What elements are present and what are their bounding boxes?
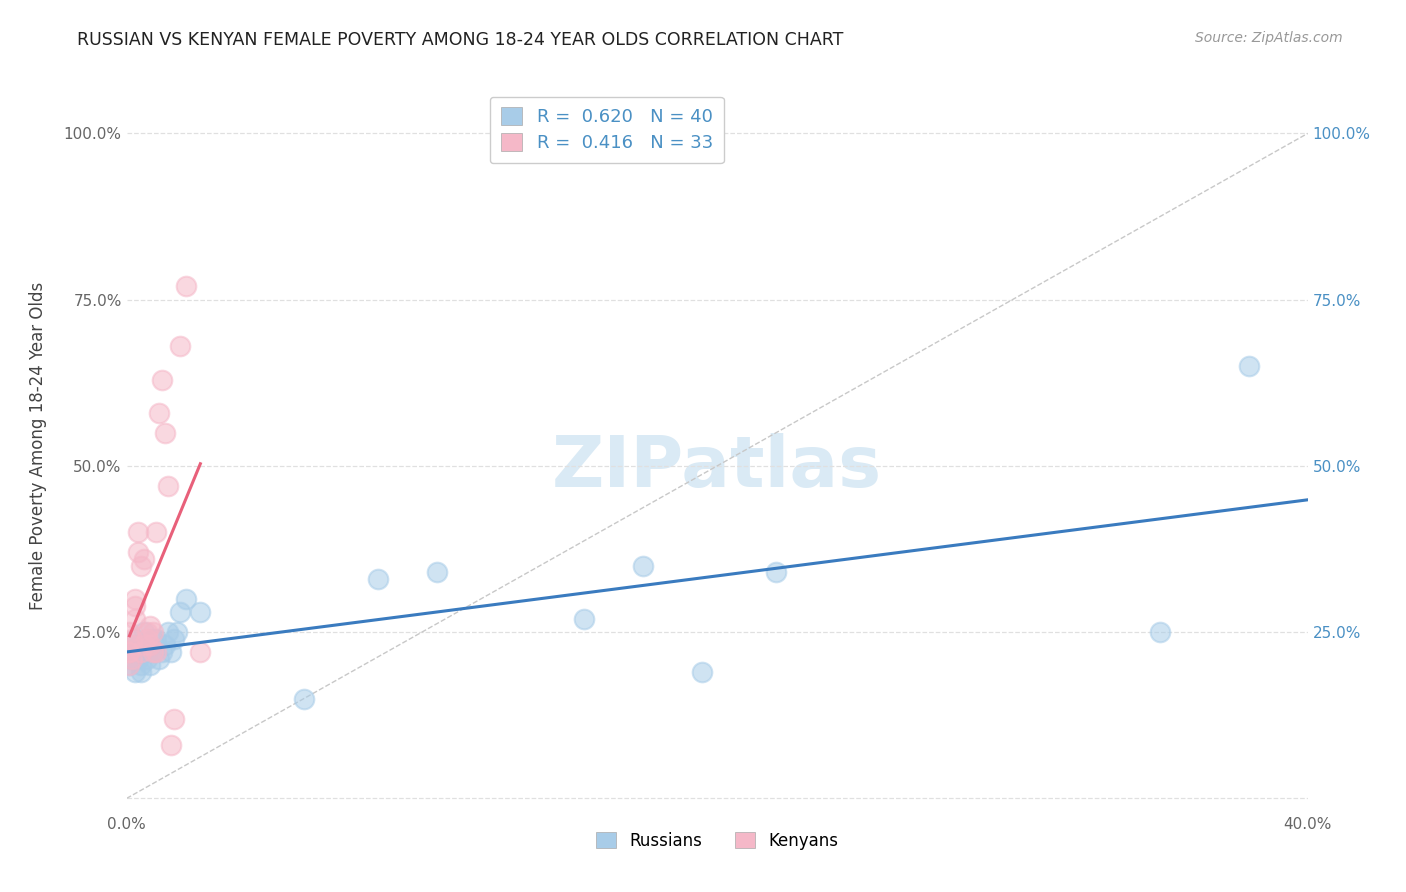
Text: Source: ZipAtlas.com: Source: ZipAtlas.com: [1195, 31, 1343, 45]
Point: [150, 372, 173, 386]
Point: [118, 625, 141, 640]
Point: [136, 632, 159, 646]
Point: [124, 599, 146, 613]
Point: [139, 658, 162, 673]
Legend: Russians, Kenyans: Russians, Kenyans: [588, 823, 846, 858]
Point: [160, 645, 183, 659]
Point: [129, 645, 153, 659]
Point: [121, 652, 143, 666]
Point: [1149, 625, 1171, 640]
Point: [160, 738, 183, 752]
Point: [145, 632, 167, 646]
Point: [188, 605, 212, 619]
Point: [118, 645, 141, 659]
Point: [118, 658, 141, 673]
Point: [692, 665, 714, 679]
Point: [1237, 359, 1260, 374]
Point: [142, 625, 165, 640]
Point: [139, 639, 162, 653]
Point: [127, 525, 149, 540]
Point: [121, 639, 143, 653]
Point: [124, 645, 146, 659]
Point: [129, 558, 153, 573]
Point: [292, 691, 315, 706]
Point: [139, 618, 162, 632]
Point: [129, 658, 153, 673]
Point: [142, 645, 165, 659]
Point: [124, 591, 146, 606]
Point: [145, 645, 167, 659]
Point: [129, 665, 153, 679]
Point: [134, 639, 156, 653]
Point: [156, 479, 179, 493]
Point: [166, 625, 188, 640]
Point: [150, 645, 173, 659]
Point: [136, 625, 159, 640]
Point: [142, 632, 165, 646]
Point: [118, 645, 141, 659]
Point: [127, 652, 149, 666]
Point: [145, 525, 167, 540]
Point: [633, 558, 655, 573]
Point: [765, 566, 787, 580]
Text: ZIPatlas: ZIPatlas: [553, 434, 882, 502]
Point: [139, 639, 162, 653]
Point: [174, 279, 197, 293]
Point: [153, 639, 176, 653]
Point: [129, 645, 153, 659]
Point: [142, 645, 165, 659]
Y-axis label: Female Poverty Among 18-24 Year Olds: Female Poverty Among 18-24 Year Olds: [30, 282, 46, 610]
Point: [148, 406, 170, 420]
Point: [174, 591, 197, 606]
Point: [124, 665, 146, 679]
Point: [153, 425, 176, 440]
Point: [124, 632, 146, 646]
Point: [136, 652, 159, 666]
Point: [134, 625, 156, 640]
Point: [574, 612, 596, 626]
Point: [188, 645, 212, 659]
Point: [169, 605, 191, 619]
Point: [134, 639, 156, 653]
Point: [118, 645, 141, 659]
Point: [425, 566, 447, 580]
Point: [169, 339, 191, 353]
Point: [121, 632, 143, 646]
Point: [136, 645, 159, 659]
Point: [127, 545, 149, 559]
Point: [163, 712, 186, 726]
Point: [156, 625, 179, 640]
Point: [127, 639, 149, 653]
Point: [367, 572, 389, 586]
Point: [163, 632, 186, 646]
Point: [121, 639, 143, 653]
Text: RUSSIAN VS KENYAN FEMALE POVERTY AMONG 18-24 YEAR OLDS CORRELATION CHART: RUSSIAN VS KENYAN FEMALE POVERTY AMONG 1…: [77, 31, 844, 49]
Point: [118, 658, 141, 673]
Point: [134, 552, 156, 566]
Point: [124, 612, 146, 626]
Point: [148, 652, 170, 666]
Point: [121, 652, 143, 666]
